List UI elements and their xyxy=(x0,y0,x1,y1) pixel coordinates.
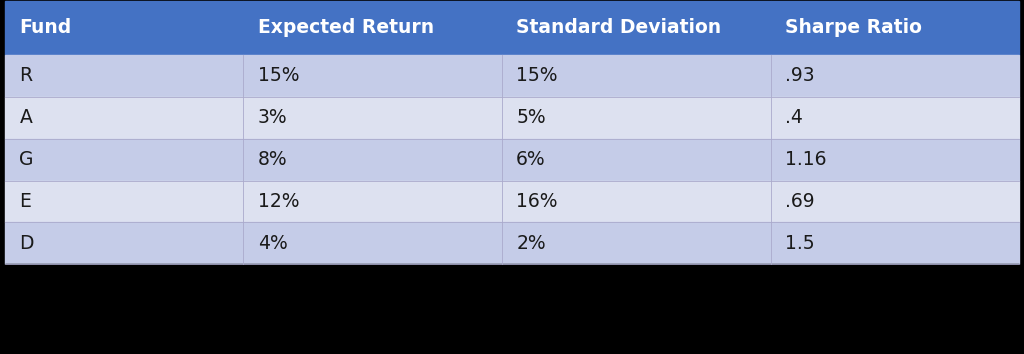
Text: 16%: 16% xyxy=(516,192,558,211)
Text: 5%: 5% xyxy=(516,108,546,127)
Text: D: D xyxy=(19,234,34,253)
Text: Expected Return: Expected Return xyxy=(258,18,434,37)
Text: 2%: 2% xyxy=(516,234,546,253)
Text: E: E xyxy=(19,192,32,211)
Text: 3%: 3% xyxy=(258,108,288,127)
Text: G: G xyxy=(19,150,34,169)
Text: Fund: Fund xyxy=(19,18,72,37)
Text: R: R xyxy=(19,66,33,85)
Text: .93: .93 xyxy=(784,66,814,85)
Text: 6%: 6% xyxy=(516,150,546,169)
Text: 15%: 15% xyxy=(516,66,558,85)
Text: A: A xyxy=(19,108,33,127)
Text: 1.16: 1.16 xyxy=(784,150,826,169)
Text: 12%: 12% xyxy=(258,192,299,211)
Text: 1.5: 1.5 xyxy=(784,234,814,253)
Text: Standard Deviation: Standard Deviation xyxy=(516,18,721,37)
Text: 4%: 4% xyxy=(258,234,288,253)
Text: .4: .4 xyxy=(784,108,803,127)
Text: 8%: 8% xyxy=(258,150,288,169)
Text: 15%: 15% xyxy=(258,66,299,85)
Text: .69: .69 xyxy=(784,192,814,211)
Text: Sharpe Ratio: Sharpe Ratio xyxy=(784,18,922,37)
